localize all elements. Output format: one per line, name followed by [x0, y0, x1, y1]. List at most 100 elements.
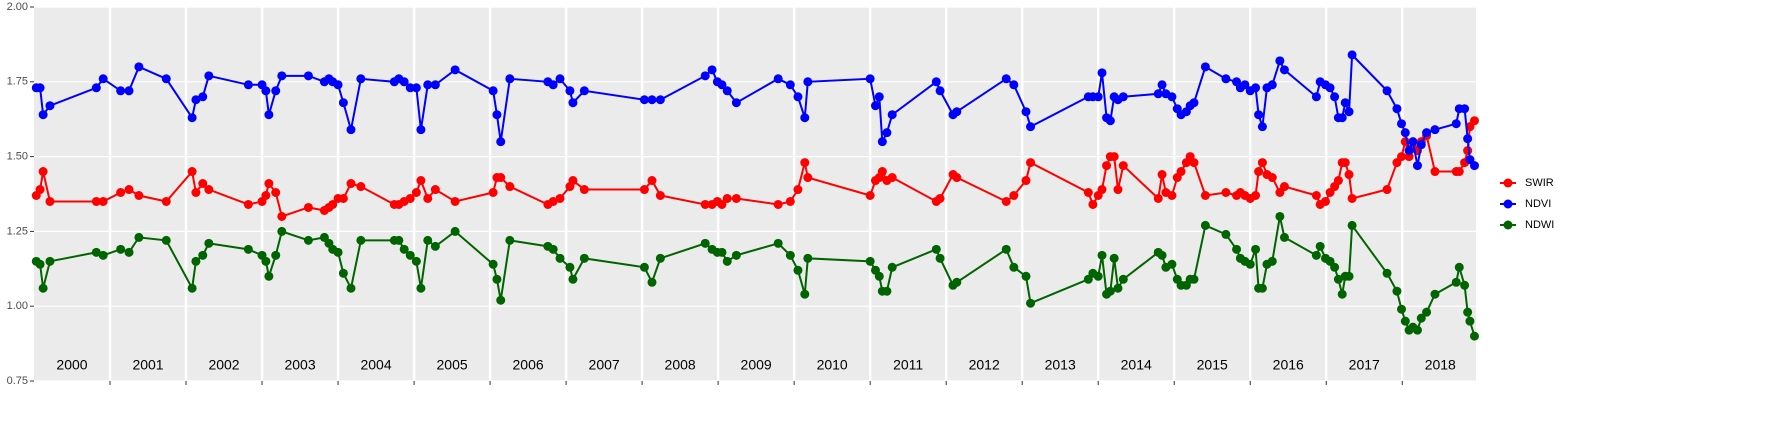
point: [1189, 274, 1199, 284]
point: [416, 283, 426, 293]
point: [655, 95, 665, 105]
point: [505, 182, 515, 192]
point: [568, 274, 578, 284]
point: [579, 86, 589, 96]
legend-key: [1503, 199, 1513, 209]
point: [492, 110, 502, 120]
point: [204, 185, 214, 195]
point: [261, 256, 271, 266]
point: [1118, 92, 1128, 102]
point: [198, 250, 208, 260]
point: [1009, 190, 1019, 200]
point: [430, 80, 440, 90]
point: [1454, 167, 1464, 177]
point: [773, 238, 783, 248]
point: [1251, 244, 1261, 254]
point: [1275, 211, 1285, 221]
point: [1167, 190, 1177, 200]
point: [1200, 62, 1210, 72]
point: [1257, 158, 1267, 168]
year-label: 2006: [513, 357, 544, 373]
point: [45, 256, 55, 266]
point: [793, 92, 803, 102]
point: [204, 238, 214, 248]
point: [1279, 182, 1289, 192]
point: [700, 199, 710, 209]
point: [91, 247, 101, 257]
point: [346, 125, 356, 135]
point: [1311, 190, 1321, 200]
point: [1251, 190, 1261, 200]
point: [505, 235, 515, 245]
point: [411, 256, 421, 266]
point: [1469, 161, 1479, 171]
point: [1382, 86, 1392, 96]
point: [124, 247, 134, 257]
point: [568, 98, 578, 108]
point: [874, 92, 884, 102]
point: [1330, 262, 1340, 272]
year-label: 2013: [1045, 357, 1076, 373]
point: [1344, 271, 1354, 281]
point: [405, 250, 415, 260]
point: [1330, 92, 1340, 102]
point: [264, 179, 274, 189]
point: [865, 256, 875, 266]
point: [261, 190, 271, 200]
point: [134, 232, 144, 242]
point: [1325, 83, 1335, 93]
point: [1392, 104, 1402, 114]
point: [1311, 92, 1321, 102]
point: [1337, 113, 1347, 123]
point: [411, 83, 421, 93]
point: [303, 235, 313, 245]
point: [1344, 107, 1354, 117]
point: [243, 80, 253, 90]
point: [655, 253, 665, 263]
point: [870, 101, 880, 111]
point: [91, 83, 101, 93]
point: [803, 77, 813, 87]
point: [243, 244, 253, 254]
point: [785, 250, 795, 260]
point: [1001, 244, 1011, 254]
point: [38, 283, 48, 293]
y-tick-label: 2.00: [7, 1, 28, 13]
point: [1404, 146, 1414, 156]
point: [277, 71, 287, 81]
point: [338, 98, 348, 108]
point: [338, 193, 348, 203]
point: [1221, 188, 1231, 198]
point: [488, 259, 498, 269]
point: [1157, 250, 1167, 260]
year-label: 2004: [360, 357, 391, 373]
point: [1245, 259, 1255, 269]
year-label: 2010: [817, 357, 848, 373]
point: [952, 277, 962, 287]
point: [1422, 128, 1432, 138]
point: [1347, 50, 1357, 60]
point: [1311, 250, 1321, 260]
point: [1430, 167, 1440, 177]
point: [1118, 161, 1128, 171]
point: [492, 274, 502, 284]
point: [1157, 80, 1167, 90]
point: [1463, 134, 1473, 144]
point: [303, 202, 313, 212]
point: [1333, 176, 1343, 186]
point: [1400, 316, 1410, 326]
point: [700, 71, 710, 81]
point: [1267, 256, 1277, 266]
point: [261, 86, 271, 96]
year-label: 2017: [1349, 357, 1380, 373]
point: [1093, 271, 1103, 281]
point: [1200, 190, 1210, 200]
point: [555, 253, 565, 263]
point: [548, 244, 558, 254]
point: [411, 188, 421, 198]
point: [277, 211, 287, 221]
point: [800, 113, 810, 123]
point: [116, 244, 126, 254]
point: [450, 196, 460, 206]
point: [935, 253, 945, 263]
